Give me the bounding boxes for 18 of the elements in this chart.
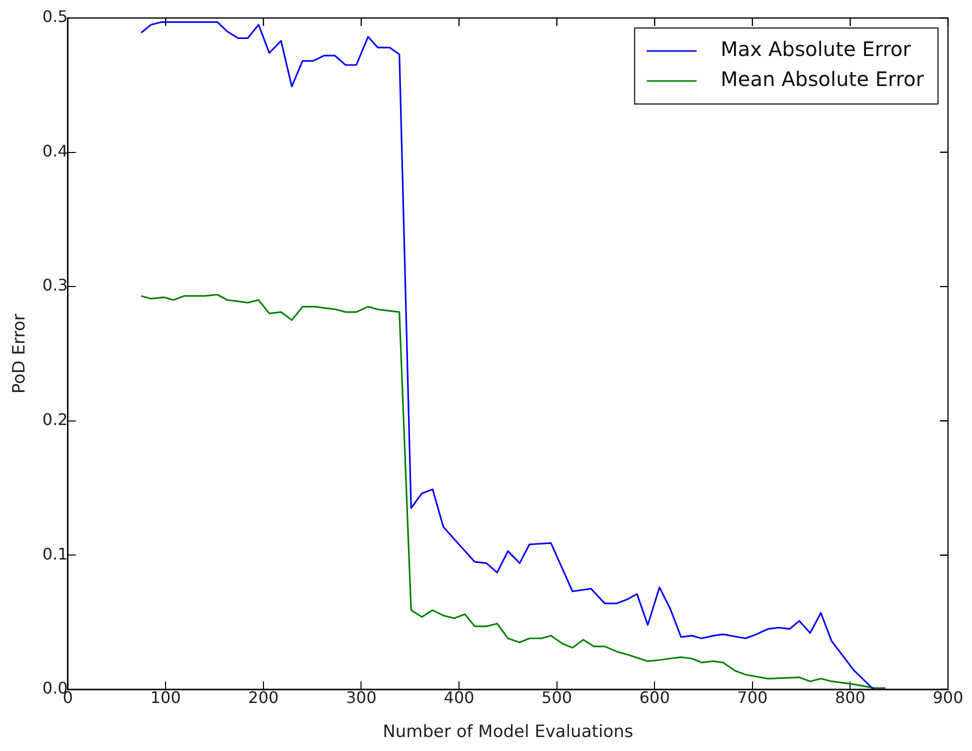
x-tick-label: 200 [248, 688, 279, 708]
y-tick-label: 0.1 [42, 544, 68, 564]
x-tick-label: 600 [639, 688, 670, 708]
x-tick-label: 700 [737, 688, 768, 708]
x-axis-title: Number of Model Evaluations [382, 722, 634, 742]
y-tick-label: 0.2 [42, 410, 68, 429]
y-tick-label: 0.4 [42, 141, 68, 160]
x-tick-label: 800 [834, 688, 866, 708]
y-tick-label: 0.5 [42, 7, 68, 26]
x-tick-label: 300 [346, 688, 377, 708]
y-axis-title: PoD Error [10, 314, 30, 394]
x-tick-label: 900 [932, 688, 964, 708]
y-tick-label: 0.3 [42, 276, 68, 295]
legend-label: Max Absolute Error [720, 37, 912, 62]
x-tick-label: 100 [150, 688, 181, 708]
x-tick-label: 500 [542, 688, 572, 708]
legend-label: Mean Absolute Error [720, 67, 925, 92]
x-tick-label: 400 [444, 688, 474, 708]
